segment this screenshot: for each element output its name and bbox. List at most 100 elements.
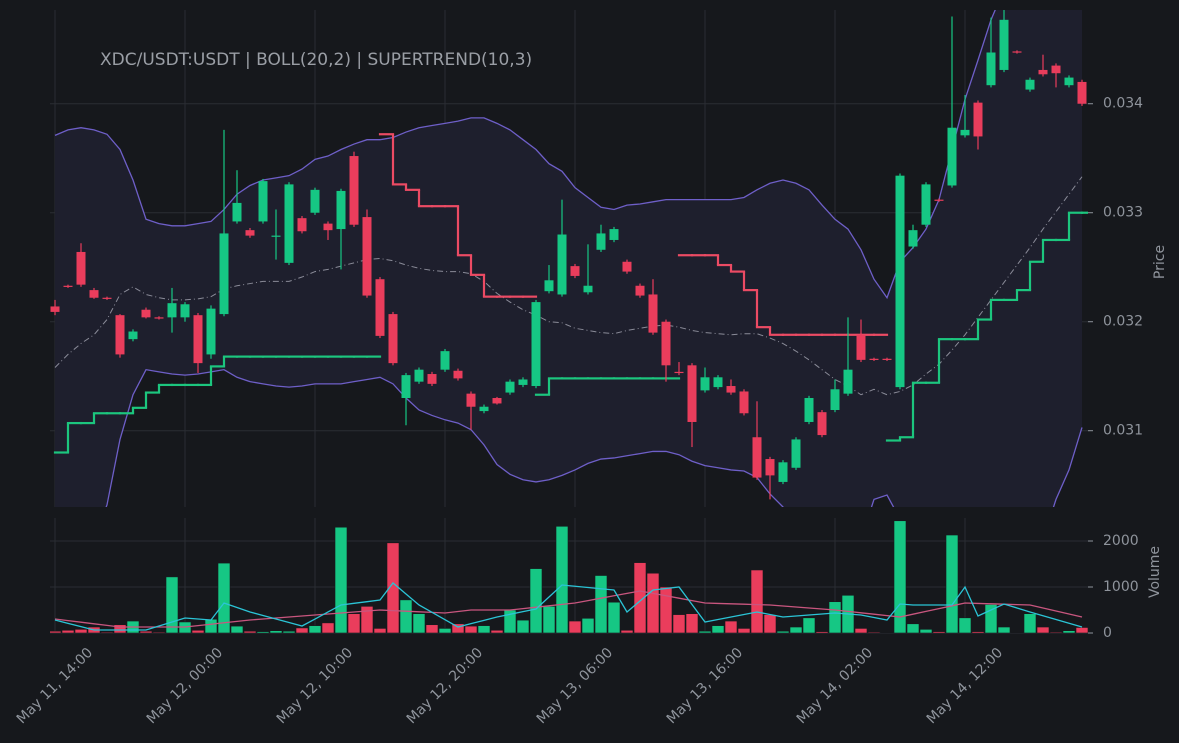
volume-axis-label: Volume [1147,546,1163,598]
volume-bar [412,613,426,633]
candle-body [843,369,853,394]
candle-body [752,437,762,478]
candle-body [375,279,385,336]
candle-body [934,199,944,201]
volume-bar [50,630,62,633]
volume-bar [685,613,699,633]
candle-body [466,393,476,407]
candle-body [765,459,775,476]
volume-bar [1062,630,1076,633]
candle-body [817,412,827,436]
volume-bar [217,562,231,633]
volume-bar [438,628,452,633]
volume-bar [529,568,543,633]
volume-bar [204,618,218,633]
candle-body [921,184,931,225]
candle-body [362,217,372,296]
volume-bar [308,625,322,633]
candle-body [505,381,515,393]
volume-bar [1036,626,1050,633]
candle-body [1064,77,1074,86]
volume-bar [139,630,153,633]
volume-bar [919,629,933,633]
candle-body [323,223,333,231]
volume-bar [100,631,114,633]
volume-bar [282,630,296,633]
candle-body [232,202,242,222]
volume-bar [945,534,959,633]
candle-body [245,230,255,236]
volume-bar [906,623,920,633]
candle-body [492,398,502,404]
candle-body [440,351,450,370]
volume-tick-label: 1000 [1103,579,1139,595]
volume-bar [1023,613,1037,633]
volume-bar [607,601,621,633]
bollinger-upper [54,10,996,300]
volume-bar [815,631,829,633]
candle-body [336,190,346,230]
candle-body [128,331,138,340]
candle-body [596,233,606,250]
candle-body [791,439,801,468]
volume-bar [633,562,647,633]
volume-tick-label: 2000 [1103,533,1139,549]
x-tick-label: May 14, 02:00 [794,645,876,727]
volume-bar [828,601,842,633]
volume-bar [776,630,790,633]
x-tick-label: May 12, 10:00 [274,645,356,727]
volume-bar [711,625,725,633]
candle-body [388,314,398,364]
candle-body [1051,65,1061,74]
candle-body [622,261,632,272]
candle-body [609,229,619,240]
y-axis-label: Price [1152,245,1168,279]
volume-bar [269,630,283,633]
candle-body [453,370,463,379]
candle-body [271,235,281,237]
price-panel [50,10,1088,507]
candle-body [570,266,580,276]
volume-bar [360,606,374,633]
candle-body [687,365,697,422]
bollinger-lower [105,368,1083,507]
volume-bar [659,586,673,633]
volume-bar [802,617,816,633]
candle-body [310,189,320,213]
candle-body [63,285,73,287]
x-tick-label: May 12, 20:00 [404,645,486,727]
candle-body [115,315,125,355]
candle-body [349,156,359,225]
volume-bar [347,613,361,633]
volume-bar [490,629,504,633]
candle-body [76,251,86,285]
x-tick-label: May 13, 16:00 [664,645,746,727]
candle-body [986,52,996,86]
candle-body [713,377,723,388]
candle-body [999,19,1009,70]
volume-bar [854,628,868,633]
volume-bar [191,629,205,633]
volume-bar [243,630,257,633]
volume-bar [594,575,608,633]
volume-bar [230,625,244,633]
volume-bar [672,614,686,633]
chart-title: XDC/USDT:USDT | BOLL(20,2) | SUPERTREND(… [100,50,532,70]
volume-bar [542,606,556,633]
candle-body [648,294,658,333]
candle-body [180,304,190,318]
volume-bar [750,569,764,633]
candle-body [726,386,736,393]
volume-bar [321,622,335,633]
volume-bar [295,627,309,633]
volume-bar [893,520,907,633]
y-tick-label: 0.031 [1103,423,1143,439]
volume-bar [581,617,595,633]
volume-bar [698,630,712,633]
candle-body [401,375,411,399]
volume-bar [334,526,348,633]
volume-bar [763,614,777,633]
y-tick-label: 0.034 [1103,96,1143,112]
volume-bar [724,620,738,633]
